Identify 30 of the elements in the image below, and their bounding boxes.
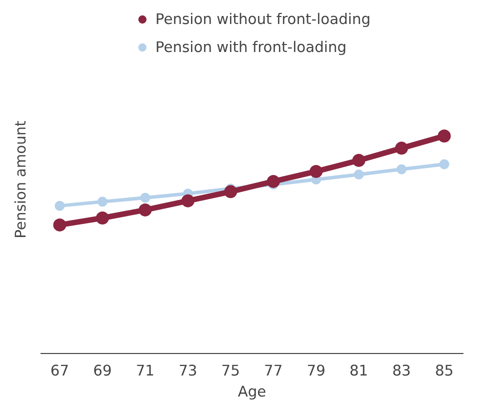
x-tick-label: 85 [434, 362, 454, 380]
point [53, 218, 66, 232]
point [97, 196, 108, 207]
y-axis-title: Pension amount [12, 120, 30, 238]
point [266, 174, 280, 188]
x-axis-title: Age [238, 384, 266, 400]
point [439, 159, 450, 170]
point [181, 194, 194, 208]
x-tick-label: 71 [136, 362, 155, 380]
x-tick-label: 83 [392, 362, 411, 380]
x-tick-label: 69 [93, 362, 112, 380]
point [352, 154, 366, 167]
x-tick-label: 81 [349, 362, 368, 380]
point [140, 192, 150, 203]
point [438, 130, 451, 142]
point [138, 203, 152, 216]
point [54, 200, 65, 211]
point [96, 212, 109, 224]
point [354, 170, 364, 180]
x-tick-label: 79 [306, 362, 326, 380]
x-tick-label: 67 [50, 362, 70, 380]
x-tick-label: 73 [178, 362, 198, 380]
x-tick-label: 77 [264, 362, 283, 380]
legend-label: Pension without front-loading [155, 10, 371, 28]
point [395, 142, 408, 155]
point [310, 164, 323, 178]
point [396, 164, 407, 174]
point [224, 185, 238, 198]
x-tick-label: 75 [221, 362, 240, 380]
legend-label: Pension with front-loading [155, 38, 347, 56]
